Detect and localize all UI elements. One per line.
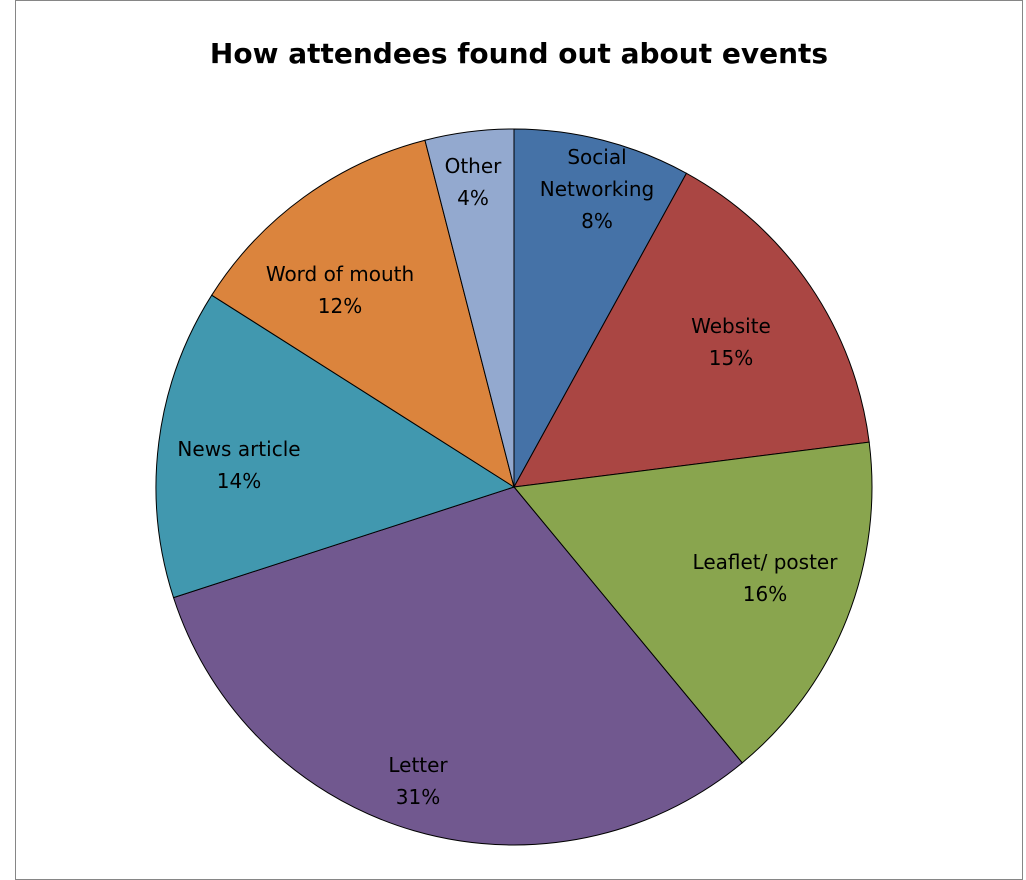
pie-slice-website [513, 172, 870, 488]
pie-slice-leaflet-poster [513, 441, 873, 764]
data-label-social-networking: Social Networking 8% [540, 145, 654, 233]
pie-slice-social-networking [513, 128, 688, 488]
pie-slice-news-article [155, 294, 516, 599]
pie-chart: Social Networking 8% Website 15% Leaflet/ pos… [155, 128, 873, 846]
data-label-other: Other 4% [445, 154, 503, 210]
pie-slice-other [424, 128, 515, 488]
data-label-website: Website 15% [691, 314, 771, 370]
data-label-word-of-mouth: Word of mouth 12% [266, 262, 414, 318]
pie-slice-letter [172, 486, 743, 846]
chart-title: How attendees found out about events [209, 37, 829, 70]
data-label-letter: Letter 31% [388, 753, 448, 809]
data-label-leaflet-poster: Leaflet/ poster 16% [693, 550, 839, 606]
pie-slice-word-of-mouth [211, 139, 515, 489]
data-label-news-article: News article 14% [177, 437, 300, 493]
